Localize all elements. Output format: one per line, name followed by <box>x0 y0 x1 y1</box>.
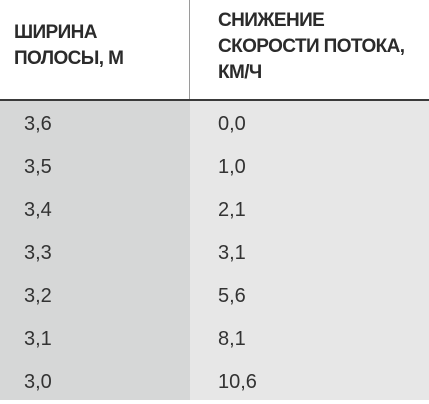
header-text: СНИЖЕНИЕ <box>218 10 325 31</box>
header-text: ШИРИНА <box>14 22 98 43</box>
cell-text: 0,0 <box>218 113 246 135</box>
cell-text: 3,1 <box>24 328 52 350</box>
header-text: КМ/Ч <box>218 62 262 83</box>
cell-text: 3,6 <box>24 113 52 135</box>
header-cell: СНИЖЕНИЕ СКОРОСТИ ПОТОКА, КМ/Ч <box>190 0 429 100</box>
cell-text: 3,3 <box>24 242 52 264</box>
header-text: СКОРОСТИ ПОТОКА, <box>218 36 405 57</box>
cell-text: 2,1 <box>218 199 246 221</box>
header-rule <box>0 99 429 101</box>
cell-text: 5,6 <box>218 285 246 307</box>
column-background <box>0 101 190 400</box>
cell-text: 1,0 <box>218 156 246 178</box>
header-cell: ШИРИНА ПОЛОСЫ, М <box>0 0 190 100</box>
cell-text: 3,1 <box>218 242 246 264</box>
cell-text: 3,0 <box>24 371 52 393</box>
cell-text: 3,2 <box>24 285 52 307</box>
cell-text: 8,1 <box>218 328 246 350</box>
header-text: ПОЛОСЫ, М <box>14 48 124 69</box>
cell-text: 10,6 <box>218 371 257 393</box>
column-background <box>190 101 429 400</box>
cell-text: 3,4 <box>24 199 52 221</box>
cell-text: 3,5 <box>24 156 52 178</box>
